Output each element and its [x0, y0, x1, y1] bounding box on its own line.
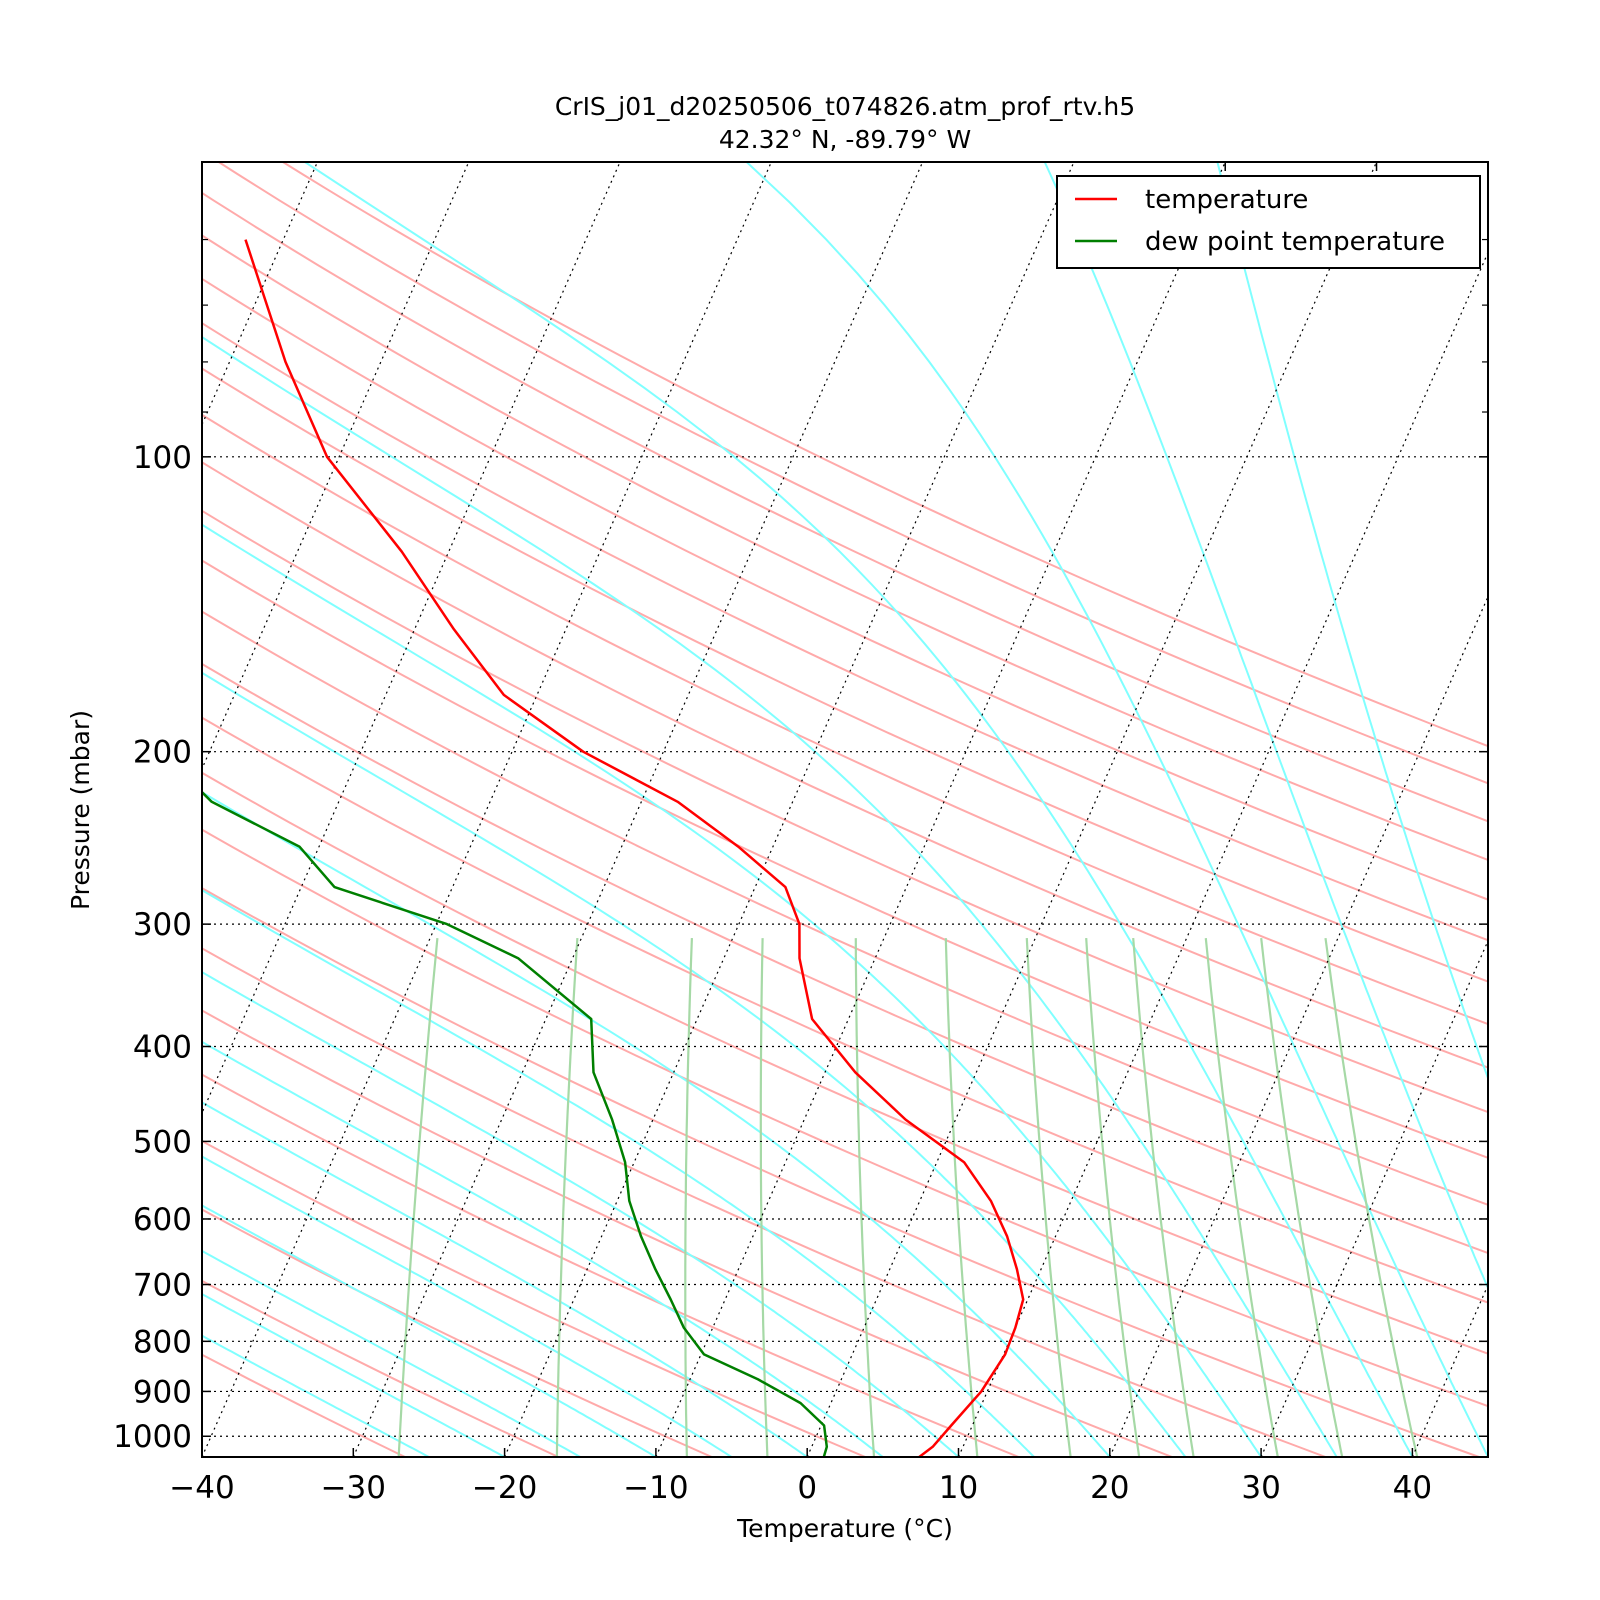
y-tick-label: 600 — [133, 1202, 192, 1238]
dry-adiabat-line — [202, 1139, 866, 1457]
mixing-ratio-line — [854, 938, 876, 1457]
dry-adiabat-line — [202, 191, 1488, 823]
x-tick-label: 20 — [1090, 1470, 1129, 1506]
dry-adiabat-line — [202, 509, 1488, 1114]
mixing-ratio-line — [1324, 937, 1419, 1457]
dry-adiabat-line — [216, 162, 1488, 785]
plot-frame — [201, 161, 1489, 1458]
isotherm-gridline — [202, 162, 621, 1115]
mixing-ratio-line — [944, 938, 979, 1457]
mixing-ratio-line — [555, 938, 579, 1457]
moist-adiabat-line — [202, 335, 1338, 1457]
moist-adiabat-line — [1043, 162, 1488, 1291]
x-axis-label: Temperature (°C) — [736, 1514, 953, 1543]
y-tick-label: 500 — [133, 1124, 192, 1160]
y-tick-label: 100 — [133, 440, 192, 476]
dry-adiabat-line — [202, 886, 1480, 1457]
y-tick-label: 200 — [133, 735, 192, 771]
chart-subtitle: 42.32° N, -89.79° W — [719, 125, 971, 154]
x-tick-label: 10 — [939, 1470, 978, 1506]
y-tick-label: 700 — [133, 1268, 192, 1304]
x-tick-label: 0 — [797, 1470, 817, 1506]
dry-adiabat-line — [202, 610, 1488, 1206]
moist-adiabat-line — [202, 523, 1262, 1457]
series-line-dew-point — [202, 790, 829, 1457]
moist-adiabat-line — [202, 791, 1111, 1457]
legend-box — [1056, 175, 1481, 269]
dry-adiabat-line — [202, 461, 1488, 1069]
moist-adiabat-line — [202, 889, 1035, 1457]
moist-adiabat-line — [1216, 162, 1488, 1082]
dry-adiabat-line — [202, 413, 1488, 1026]
dry-adiabat-line — [280, 162, 1488, 748]
gridlines — [202, 162, 1488, 1457]
legend: temperature dew point temperature — [1056, 175, 1481, 269]
y-tick-label: 400 — [133, 1029, 192, 1065]
x-tick-label: −30 — [321, 1470, 386, 1506]
dry-adiabat-line — [202, 367, 1488, 983]
y-tick-label: 1000 — [113, 1419, 192, 1455]
mixing-ratio-line — [1085, 938, 1141, 1457]
dry-adiabat-line — [202, 662, 1488, 1255]
isotherm-gridline — [202, 162, 470, 771]
isotherm-gridline — [202, 162, 772, 1457]
isotherm-gridline — [655, 162, 1226, 1457]
axis-ticks — [201, 161, 1488, 1457]
y-tick-label: 300 — [133, 907, 192, 943]
isotherm-gridline — [806, 162, 1378, 1457]
mixing-ratio-line — [1260, 937, 1344, 1457]
moist-adiabat-line — [202, 1292, 506, 1457]
moist-adiabat-line — [202, 1204, 657, 1457]
moist-adiabat-line — [202, 970, 960, 1457]
mixing-ratio-line — [1132, 938, 1195, 1457]
moist-adiabat-line — [202, 1334, 430, 1457]
mixing-ratio-line — [1025, 938, 1072, 1457]
moist-adiabat-line — [202, 1101, 808, 1457]
isotherm-gridline — [957, 251, 1488, 1457]
moist-adiabat-line — [745, 162, 1488, 1457]
x-tick-label: −40 — [169, 1470, 234, 1506]
mixing-ratio-line — [759, 938, 769, 1457]
dry-adiabat-line — [202, 277, 1488, 901]
x-tick-label: −10 — [623, 1470, 688, 1506]
background-lines — [202, 162, 1488, 1457]
dry-adiabat-line — [202, 1208, 713, 1457]
legend-label-temperature: temperature — [1145, 185, 1308, 215]
y-tick-label: 800 — [133, 1324, 192, 1360]
moist-adiabat-line — [304, 162, 1414, 1457]
isotherm-gridline — [504, 162, 1075, 1457]
mixing-ratio-line — [684, 938, 693, 1457]
moist-adiabat-line — [202, 1040, 884, 1457]
x-tick-label: 40 — [1393, 1470, 1432, 1506]
dry-adiabat-line — [202, 1009, 1173, 1457]
dry-adiabat-line — [202, 559, 1488, 1159]
series-line-temperature — [244, 239, 1025, 1457]
moist-adiabat-line — [202, 1249, 581, 1457]
mixing-ratio-line — [397, 937, 439, 1457]
x-tick-label: 30 — [1241, 1470, 1280, 1506]
dry-adiabat-line — [202, 234, 1488, 862]
dry-adiabat-line — [202, 771, 1488, 1355]
mixing-ratio-line — [1204, 937, 1279, 1457]
dry-adiabat-line — [202, 322, 1488, 942]
y-axis-label: Pressure (mbar) — [66, 710, 95, 910]
moist-adiabat-line — [202, 1155, 733, 1457]
isotherm-gridline — [352, 162, 924, 1457]
chart-title: CrIS_j01_d20250506_t074826.atm_prof_rtv.… — [555, 92, 1135, 121]
x-tick-label: −20 — [472, 1470, 537, 1506]
y-tick-label: 900 — [133, 1374, 192, 1410]
isotherm-gridline — [202, 162, 319, 427]
dry-adiabat-line — [202, 1073, 1020, 1457]
series-lines — [202, 239, 1025, 1457]
dry-adiabat-line — [202, 947, 1326, 1457]
legend-label-dew-point: dew point temperature — [1145, 227, 1445, 257]
